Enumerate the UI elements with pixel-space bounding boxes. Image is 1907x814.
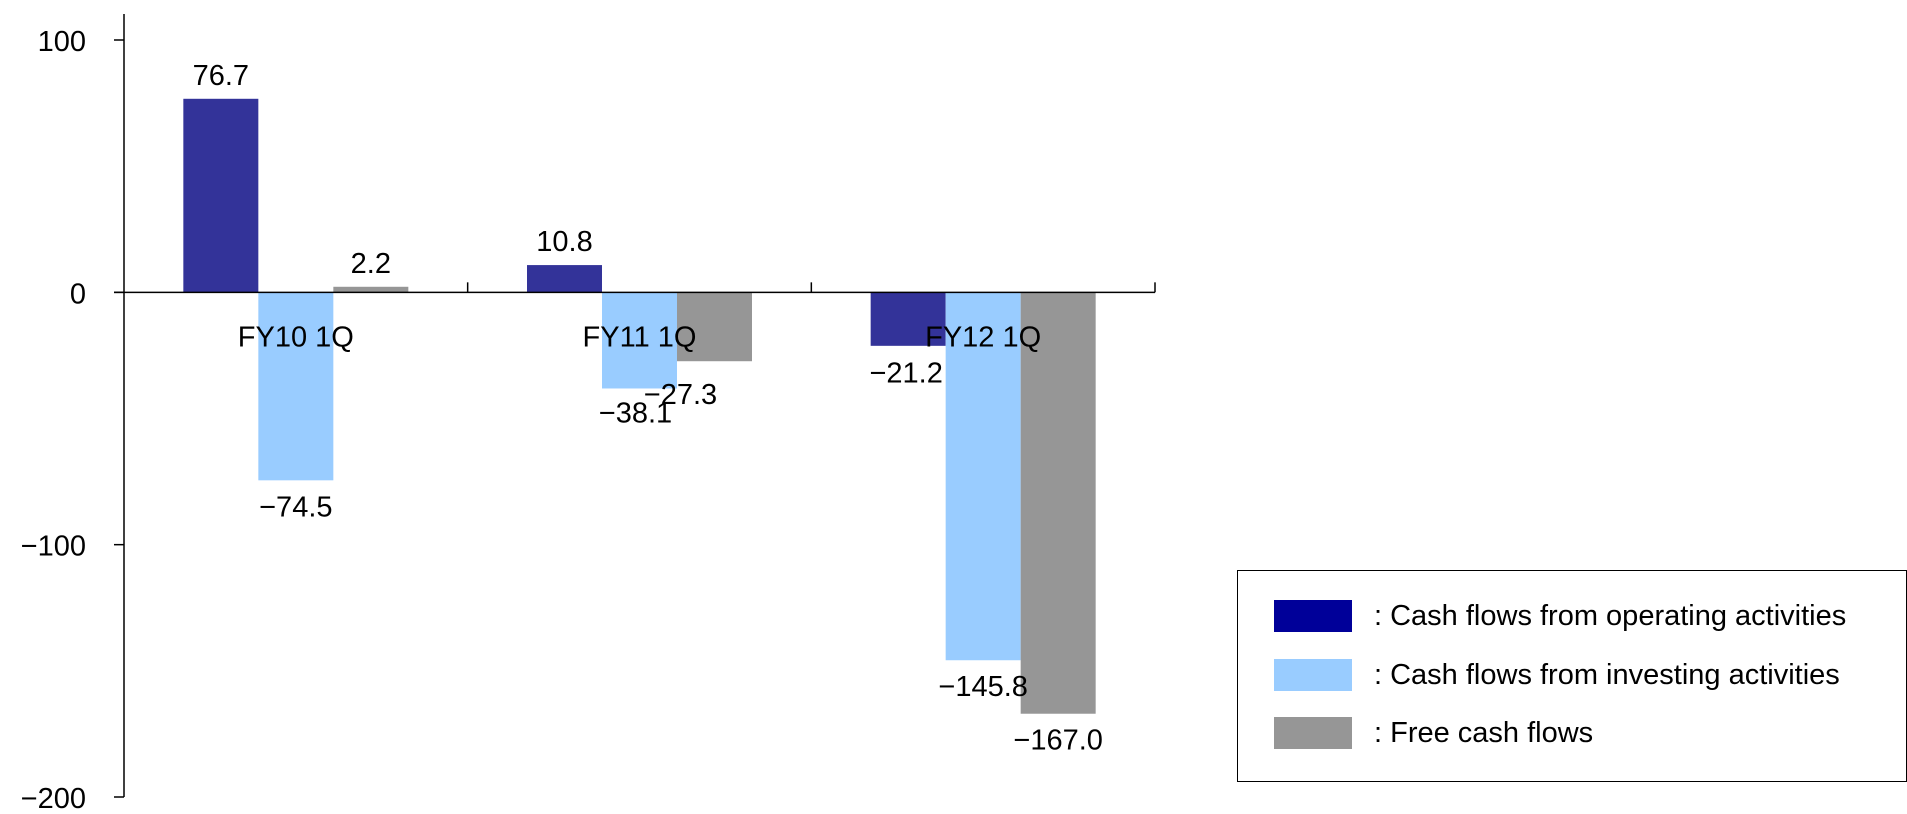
data-label: −27.3 [644, 379, 717, 411]
data-label: −145.8 [938, 671, 1028, 703]
operating-bar [870, 292, 946, 346]
investing-bar [602, 292, 677, 389]
legend-item-operating: : Cash flows from operating activities [1274, 600, 1846, 632]
free-cash-bar [1020, 292, 1096, 714]
data-label: −167.0 [1013, 725, 1103, 757]
legend-swatch-investing [1274, 659, 1352, 691]
legend-swatch-operating [1274, 600, 1352, 632]
investing-bar [945, 292, 1021, 661]
category-label: FY12 1Q [925, 321, 1041, 353]
data-label: 2.2 [351, 248, 391, 280]
category-label: FY11 1Q [583, 321, 697, 353]
operating-bar [183, 98, 259, 293]
free-cash-bar [333, 286, 409, 293]
data-label: −74.5 [259, 491, 332, 523]
legend-label-investing: : Cash flows from investing activities [1374, 658, 1840, 691]
free-cash-bar [677, 292, 752, 362]
legend-item-free-cash: : Free cash flows [1274, 717, 1593, 749]
data-label: −38.1 [599, 397, 672, 429]
operating-bar [527, 265, 602, 293]
legend-label-free-cash: : Free cash flows [1374, 716, 1594, 749]
data-label: −21.2 [869, 357, 942, 389]
chart-legend: : Cash flows from operating activities :… [1237, 570, 1907, 782]
legend-item-investing: : Cash flows from investing activities [1274, 659, 1840, 691]
y-tick-label: −100 [21, 531, 86, 563]
data-label: 76.7 [193, 60, 249, 92]
legend-label-operating: : Cash flows from operating activities [1374, 599, 1847, 632]
legend-swatch-free-cash [1274, 717, 1352, 749]
investing-bar [258, 292, 334, 481]
y-tick-label: 100 [38, 26, 86, 58]
data-label: 10.8 [536, 226, 592, 258]
y-tick-label: −200 [21, 783, 86, 814]
y-tick-label: 0 [70, 278, 86, 310]
category-label: FY10 1Q [238, 321, 354, 353]
